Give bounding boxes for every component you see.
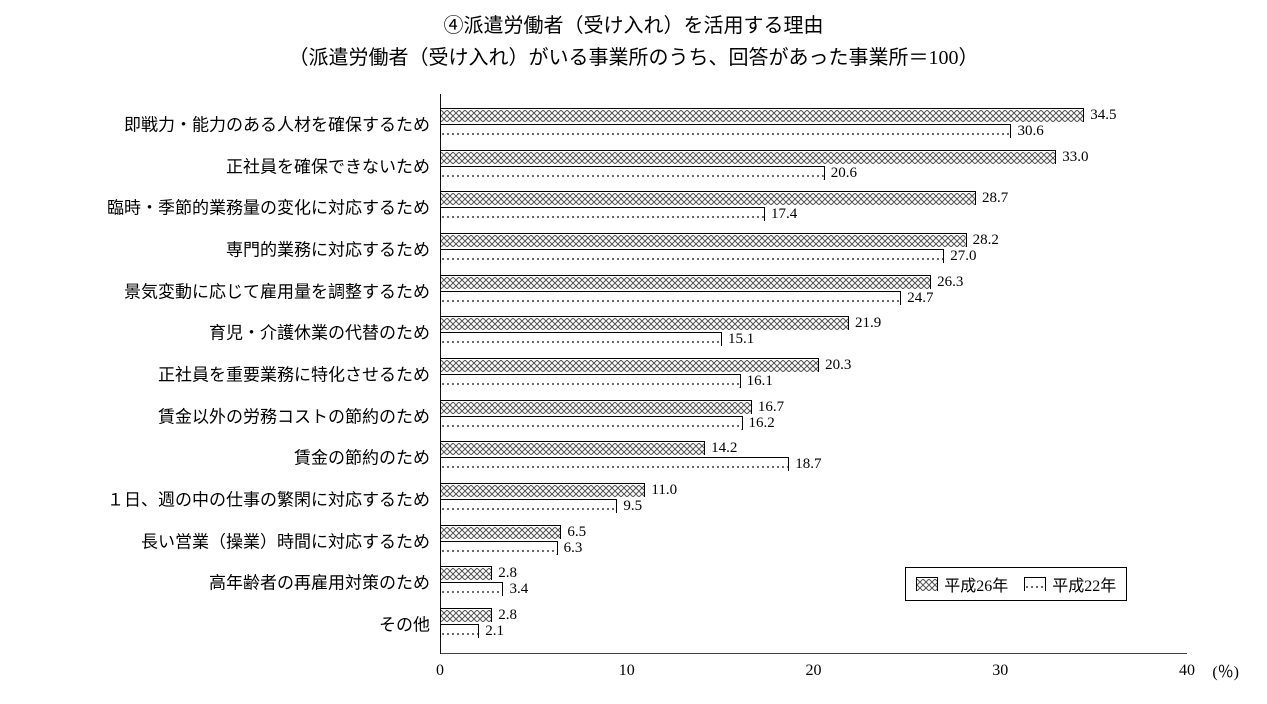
h26-value-label: 34.5	[1090, 107, 1116, 124]
h26-value-label: 16.7	[758, 399, 784, 416]
chart-title: ④派遣労働者（受け入れ）を活用する理由 （派遣労働者（受け入れ）がいる事業所のう…	[20, 10, 1247, 74]
h22-value-label: 17.4	[771, 206, 797, 223]
chart-title-line2: （派遣労働者（受け入れ）がいる事業所のうち、回答があった事業所＝100）	[20, 42, 1247, 74]
legend-item-h22: 平成22年	[1024, 572, 1116, 596]
bar-chart: 即戦力・能力のある人材を確保するため正社員を確保できないため臨時・季節的業務量の…	[440, 94, 1187, 654]
h26-bar	[440, 275, 931, 289]
legend: 平成26年 平成22年	[905, 567, 1127, 601]
h26-bar	[440, 108, 1084, 122]
bar-group: 20.3 16.1	[440, 355, 1187, 391]
h26-bar	[440, 566, 492, 580]
h26-value-label: 2.8	[498, 607, 517, 624]
h22-bar	[440, 249, 944, 263]
category-axis-labels: 即戦力・能力のある人材を確保するため正社員を確保できないため臨時・季節的業務量の…	[20, 94, 430, 654]
bar-group: 26.324.7	[440, 272, 1187, 308]
h26-bar	[440, 441, 705, 455]
category-label: 即戦力・能力のある人材を確保するため	[124, 110, 430, 135]
h26-bar	[440, 525, 561, 539]
h26-value-label: 11.0	[651, 482, 677, 499]
h26-bar	[440, 233, 967, 247]
x-tick-label: 40	[1179, 662, 1195, 680]
h22-value-label: 3.4	[509, 581, 528, 598]
bar-group: 34.5 30.6	[440, 105, 1187, 141]
h26-value-label: 20.3	[825, 357, 851, 374]
h22-bar	[440, 624, 479, 638]
legend-label: 平成26年	[944, 572, 1008, 596]
h26-bar	[440, 358, 819, 372]
legend-item-h26: 平成26年	[916, 572, 1008, 596]
h26-value-label: 33.0	[1062, 149, 1088, 166]
h22-value-label: 27.0	[950, 248, 976, 265]
category-label: その他	[379, 611, 430, 636]
bar-group: 11.0 9.5	[440, 480, 1187, 516]
h26-value-label: 6.5	[567, 524, 586, 541]
bar-group: 28.227.0	[440, 230, 1187, 266]
category-label: 臨時・季節的業務量の変化に対応するため	[107, 194, 430, 219]
h22-value-label: 20.6	[831, 165, 857, 182]
chart-title-line1: ④派遣労働者（受け入れ）を活用する理由	[20, 10, 1247, 42]
h22-bar	[440, 499, 617, 513]
h22-bar	[440, 166, 825, 180]
x-tick-label: 10	[619, 662, 635, 680]
category-label: 育児・介護休業の代替のため	[209, 319, 430, 344]
h22-value-label: 6.3	[564, 540, 583, 557]
h26-value-label: 26.3	[937, 274, 963, 291]
h26-bar	[440, 608, 492, 622]
h22-bar	[440, 291, 901, 305]
bar-group: 2.82.1	[440, 605, 1187, 641]
h22-bar	[440, 582, 503, 596]
h26-bar	[440, 316, 849, 330]
bar-group: 6.56.3	[440, 522, 1187, 558]
category-label: １日、週の中の仕事の繁閑に対応するため	[107, 486, 430, 511]
category-label: 高年齢者の再雇用対策のため	[209, 569, 430, 594]
category-label: 景気変動に応じて雇用量を調整するため	[124, 277, 430, 302]
h22-value-label: 18.7	[795, 456, 821, 473]
category-label: 賃金以外の労務コストの節約のため	[158, 402, 430, 427]
h22-value-label: 15.1	[728, 331, 754, 348]
legend-swatch	[916, 577, 938, 591]
h22-bar	[440, 374, 741, 388]
legend-label: 平成22年	[1052, 572, 1116, 596]
h26-value-label: 21.9	[855, 315, 881, 332]
h26-value-label: 28.2	[973, 232, 999, 249]
h22-bar	[440, 332, 722, 346]
h22-bar	[440, 457, 789, 471]
category-label: 長い営業（操業）時間に対応するため	[141, 527, 430, 552]
category-label: 専門的業務に対応するため	[226, 235, 430, 260]
h22-value-label: 16.1	[747, 373, 773, 390]
h26-value-label: 14.2	[711, 440, 737, 457]
h22-bar	[440, 541, 558, 555]
bar-group: 33.0 20.6	[440, 147, 1187, 183]
h26-bar	[440, 150, 1056, 164]
h26-value-label: 28.7	[982, 190, 1008, 207]
bar-group: 14.2 18.7	[440, 438, 1187, 474]
h22-value-label: 2.1	[485, 623, 504, 640]
h22-value-label: 30.6	[1017, 123, 1043, 140]
legend-swatch	[1024, 577, 1046, 591]
x-axis-ticks: 010203040	[440, 662, 1187, 682]
h26-bar	[440, 400, 752, 414]
category-label: 賃金の節約のため	[294, 444, 430, 469]
h22-bar	[440, 416, 743, 430]
h22-value-label: 9.5	[623, 498, 642, 515]
h26-value-label: 2.8	[498, 565, 517, 582]
h26-bar	[440, 483, 645, 497]
h22-value-label: 16.2	[749, 415, 775, 432]
bar-group: 28.7 17.4	[440, 188, 1187, 224]
x-tick-label: 30	[992, 662, 1008, 680]
x-axis-unit: (％)	[1212, 658, 1239, 682]
h22-bar	[440, 124, 1011, 138]
category-label: 正社員を確保できないため	[226, 152, 430, 177]
bar-group: 21.9 15.1	[440, 313, 1187, 349]
x-tick-label: 20	[806, 662, 822, 680]
h22-bar	[440, 207, 765, 221]
h26-bar	[440, 191, 976, 205]
h22-value-label: 24.7	[907, 290, 933, 307]
category-label: 正社員を重要業務に特化させるため	[158, 361, 430, 386]
x-tick-label: 0	[436, 662, 444, 680]
bar-group: 16.716.2	[440, 397, 1187, 433]
